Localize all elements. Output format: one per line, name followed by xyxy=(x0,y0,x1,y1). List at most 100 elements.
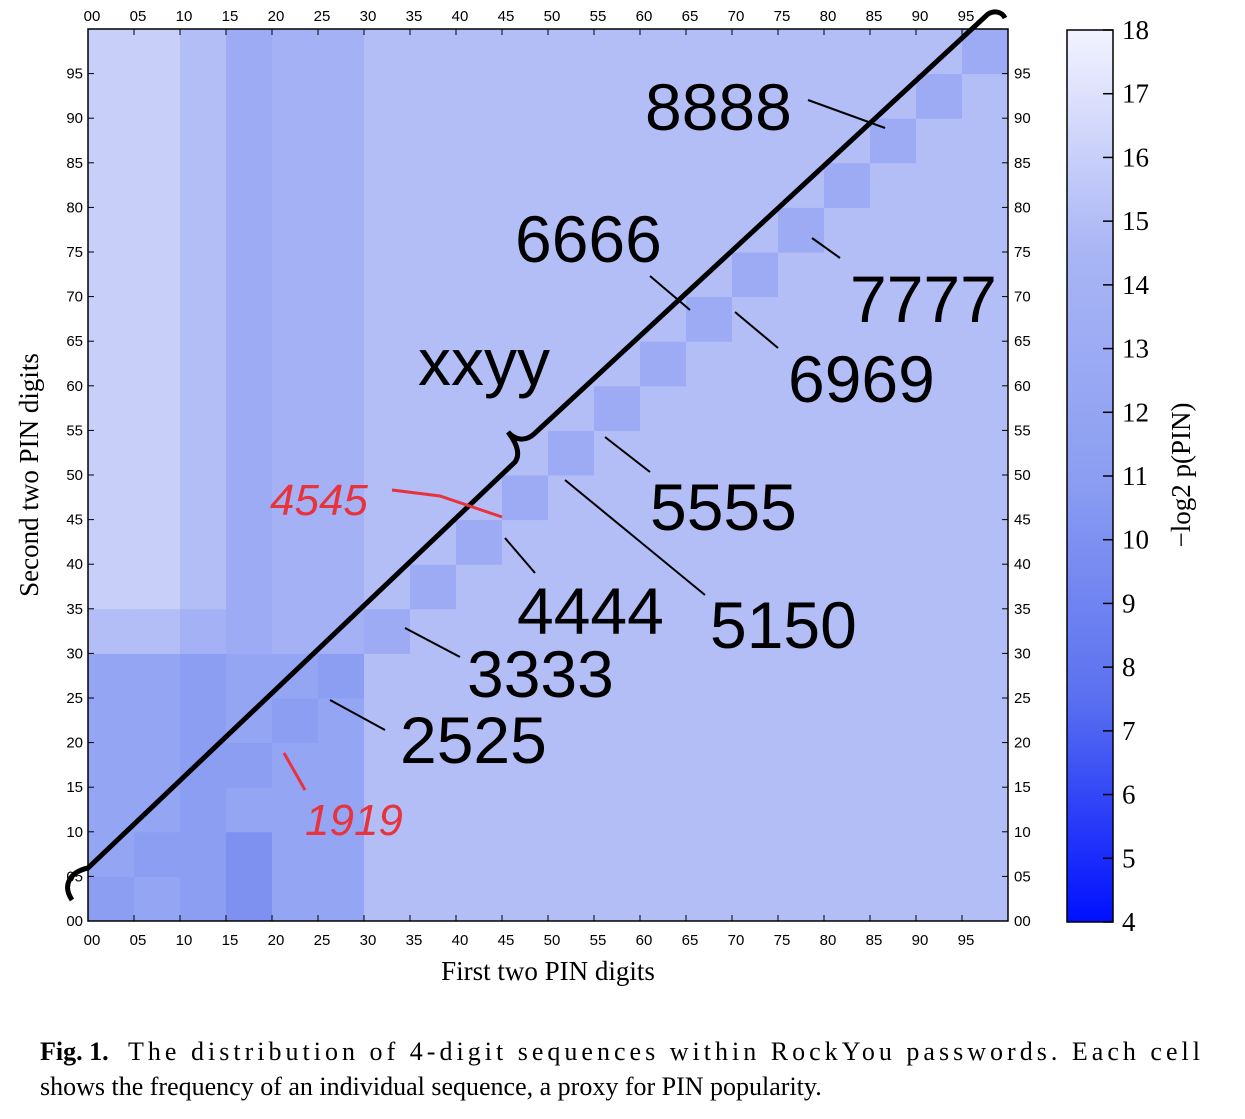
cell xyxy=(180,564,227,610)
cell xyxy=(916,207,963,253)
cell xyxy=(134,742,181,788)
cell xyxy=(134,787,181,833)
cell xyxy=(226,698,273,744)
cell xyxy=(824,296,871,342)
x-tick-label: 20 xyxy=(268,8,285,25)
cell xyxy=(410,430,457,476)
cell xyxy=(272,296,319,342)
cell xyxy=(180,519,227,565)
cell xyxy=(502,296,549,342)
cell xyxy=(364,430,411,476)
y-tick-label: 25 xyxy=(1014,690,1031,707)
cell xyxy=(732,742,779,788)
cell xyxy=(456,653,503,699)
cell xyxy=(502,742,549,788)
cell xyxy=(410,742,457,788)
cell xyxy=(134,430,181,476)
x-tick-label: 15 xyxy=(222,932,239,949)
cell xyxy=(824,430,871,476)
cell xyxy=(686,118,733,164)
cell xyxy=(88,876,135,922)
cell xyxy=(456,742,503,788)
y-tick-label: 35 xyxy=(66,601,83,618)
cell xyxy=(732,831,779,877)
x-tick-label: 65 xyxy=(682,8,699,25)
cell xyxy=(870,742,917,788)
x-tick-label: 85 xyxy=(866,932,883,949)
cell xyxy=(778,341,825,387)
cell xyxy=(364,118,411,164)
cell xyxy=(272,698,319,744)
cell xyxy=(88,73,135,119)
leader xyxy=(504,537,536,574)
cell xyxy=(88,29,135,75)
cell xyxy=(456,564,503,610)
cell xyxy=(180,207,227,253)
cell xyxy=(318,118,365,164)
colorbar-tick-label: 11 xyxy=(1122,461,1148,491)
y-tick-label: 00 xyxy=(1014,913,1031,930)
cell xyxy=(962,207,1009,253)
cell xyxy=(870,876,917,922)
cell xyxy=(640,252,687,298)
cell xyxy=(410,608,457,654)
cell xyxy=(824,831,871,877)
cell xyxy=(732,296,779,342)
cell xyxy=(962,385,1009,431)
y-tick-label: 60 xyxy=(66,378,83,395)
x-tick-label: 40 xyxy=(452,932,469,949)
cell xyxy=(318,742,365,788)
cell xyxy=(870,564,917,610)
annotation: 4545 xyxy=(270,476,368,525)
x-tick-label: 45 xyxy=(498,932,515,949)
cell xyxy=(180,742,227,788)
cell xyxy=(548,430,595,476)
cell xyxy=(640,207,687,253)
cell xyxy=(226,787,273,833)
cell xyxy=(778,475,825,521)
cell xyxy=(778,29,825,75)
cell xyxy=(502,385,549,431)
cell xyxy=(410,118,457,164)
y-tick-label: 75 xyxy=(1014,244,1031,261)
cell xyxy=(594,162,641,208)
cell xyxy=(778,608,825,654)
cell xyxy=(824,341,871,387)
cell xyxy=(778,831,825,877)
cell xyxy=(640,29,687,75)
cell xyxy=(640,118,687,164)
cell xyxy=(272,831,319,877)
leader xyxy=(649,275,691,311)
cell xyxy=(732,385,779,431)
cell xyxy=(686,430,733,476)
cell xyxy=(962,118,1009,164)
cell xyxy=(134,252,181,298)
heatmap xyxy=(88,29,1009,922)
cell xyxy=(870,698,917,744)
y-tick-label: 85 xyxy=(1014,155,1031,172)
cell xyxy=(134,831,181,877)
cell xyxy=(180,29,227,75)
colorbar-label: −log2 p(PIN) xyxy=(1166,403,1196,548)
cell xyxy=(318,296,365,342)
cell xyxy=(502,475,549,521)
cell xyxy=(456,29,503,75)
cell xyxy=(226,430,273,476)
x-tick-label: 10 xyxy=(176,8,193,25)
cell xyxy=(870,207,917,253)
cell xyxy=(88,430,135,476)
cell xyxy=(88,608,135,654)
cell xyxy=(870,162,917,208)
cell xyxy=(686,876,733,922)
cell xyxy=(640,698,687,744)
leader xyxy=(391,488,503,519)
colorbar-tick-label: 4 xyxy=(1122,907,1136,937)
cell xyxy=(456,296,503,342)
cell xyxy=(134,118,181,164)
y-tick-label: 00 xyxy=(66,913,83,930)
cell xyxy=(226,876,273,922)
x-tick-label: 35 xyxy=(406,8,423,25)
cell xyxy=(88,564,135,610)
x-tick-label: 90 xyxy=(912,932,929,949)
cell xyxy=(226,341,273,387)
